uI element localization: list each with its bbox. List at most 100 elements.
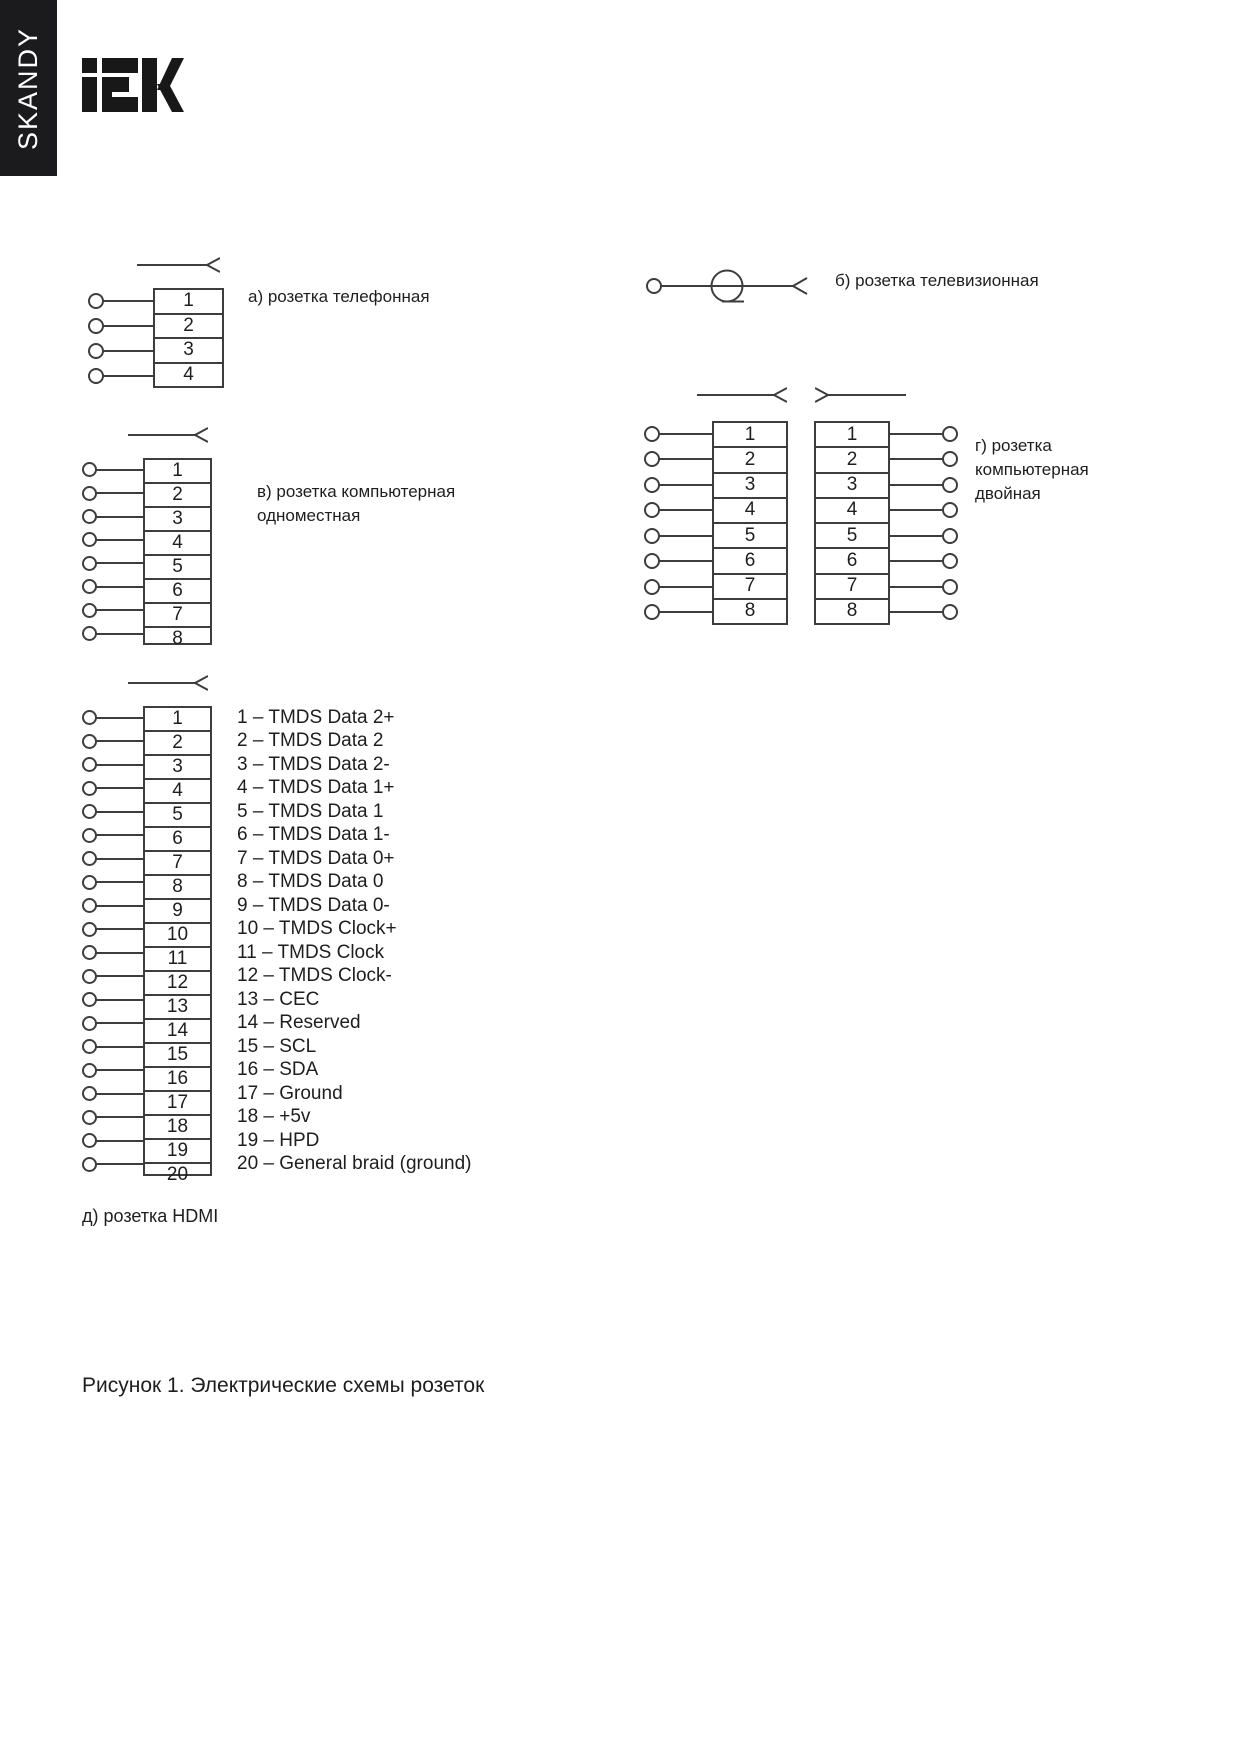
terminal-circle xyxy=(81,874,97,890)
plug-arrow-icon xyxy=(815,387,906,403)
skandy-label: SKANDY xyxy=(13,26,44,150)
pin-row: 5 xyxy=(714,522,786,547)
pin-row: 4 xyxy=(155,361,222,387)
terminal-circle xyxy=(942,604,958,621)
pin-row: 1 xyxy=(744,423,756,445)
diagram-g-label-line2: компьютерная xyxy=(975,460,1089,479)
pin-row: 1 xyxy=(172,708,183,729)
hdmi-pin-description: 17 – Ground xyxy=(237,1082,343,1104)
terminal-wire xyxy=(95,585,143,588)
terminal-wire xyxy=(95,834,143,837)
pin-row: 4 xyxy=(145,778,210,802)
terminal-circle xyxy=(81,851,97,867)
terminal-wire xyxy=(889,483,942,486)
terminal-circle xyxy=(942,527,958,544)
pin-row: 8 xyxy=(816,597,888,623)
terminal-wire xyxy=(102,299,153,302)
hdmi-pin-description: 11 – TMDS Clock xyxy=(237,941,385,963)
pin-row: 3 xyxy=(155,337,222,362)
pin-row: 8 xyxy=(145,874,210,898)
terminal-circle xyxy=(942,502,958,519)
terminal-wire xyxy=(95,763,143,766)
terminal-wire xyxy=(659,611,712,614)
pin-row: 2 xyxy=(145,482,210,506)
terminal-wire xyxy=(95,632,143,635)
pin-row: 7 xyxy=(714,572,786,598)
terminal-circle xyxy=(81,579,97,595)
terminal-circle xyxy=(81,1133,97,1149)
terminal-wire xyxy=(659,585,712,588)
terminal-circle xyxy=(81,555,97,571)
hdmi-pin-description: 20 – General braid (ground) xyxy=(237,1153,472,1175)
terminal-circle xyxy=(81,921,97,937)
diagram-g-label: г) розетка компьютерная двойная xyxy=(975,434,1089,506)
terminal-circle xyxy=(81,1015,97,1031)
terminal-wire xyxy=(95,787,143,790)
pin-row: 6 xyxy=(816,547,888,572)
pin-row: 8 xyxy=(145,626,210,650)
terminal-wire xyxy=(889,611,942,614)
pin-row: 12 xyxy=(145,970,210,994)
iek-logo-icon xyxy=(82,58,184,112)
terminal-wire xyxy=(95,1139,143,1142)
terminal-wire xyxy=(102,324,153,327)
terminal-wire xyxy=(889,560,942,563)
terminal-wire xyxy=(95,810,143,813)
terminal-circle xyxy=(644,578,660,595)
terminal-circle xyxy=(942,553,958,570)
hdmi-pin-description: 16 – SDA xyxy=(237,1059,319,1081)
pin-row: 14 xyxy=(145,1018,210,1042)
terminal-circle xyxy=(87,342,104,359)
terminal-circle xyxy=(644,425,660,442)
terminal-wire xyxy=(95,881,143,884)
skandy-side-tab: SKANDY xyxy=(0,0,57,176)
terminal-wire xyxy=(95,1116,143,1119)
terminal-circle xyxy=(81,945,97,961)
terminal-circle xyxy=(81,757,97,773)
pin-row: 4 xyxy=(714,496,786,522)
terminal-circle xyxy=(942,451,958,468)
hdmi-pin-description: 4 – TMDS Data 1+ xyxy=(237,777,395,799)
terminal-circle xyxy=(81,804,97,820)
terminal-wire xyxy=(95,1163,143,1166)
plug-arrow-icon xyxy=(697,387,787,403)
pin-row: 16 xyxy=(145,1066,210,1090)
terminal-circle xyxy=(81,827,97,843)
diagram-g-label-line1: г) розетка xyxy=(975,436,1052,455)
terminal-circle xyxy=(81,780,97,796)
pin-row: 6 xyxy=(714,547,786,572)
terminal-wire xyxy=(659,560,712,563)
terminal-wire xyxy=(889,432,942,435)
terminal-wire xyxy=(95,998,143,1001)
hdmi-pin-description: 6 – TMDS Data 1- xyxy=(237,824,390,846)
terminal-circle xyxy=(942,578,958,595)
terminal-circle xyxy=(81,710,97,726)
terminal-wire xyxy=(95,562,143,565)
pin-row: 7 xyxy=(145,602,210,626)
terminal-circle xyxy=(942,425,958,442)
hdmi-pin-description: 3 – TMDS Data 2- xyxy=(237,753,390,775)
pin-row: 8 xyxy=(714,597,786,623)
terminal-circle xyxy=(81,602,97,618)
pin-row: 7 xyxy=(145,850,210,874)
pin-row: 3 xyxy=(145,754,210,778)
terminal-wire xyxy=(95,1092,143,1095)
diagram-v-label-line2: одноместная xyxy=(257,506,361,525)
hdmi-pin-description: 2 – TMDS Data 2 xyxy=(237,730,384,752)
pin-row: 3 xyxy=(145,506,210,530)
plug-arrow-icon xyxy=(128,675,208,691)
terminal-circle xyxy=(81,1156,97,1172)
diagram-b-label: б) розетка телевизионная xyxy=(835,271,1039,290)
hdmi-pin-description: 15 – SCL xyxy=(237,1035,317,1057)
terminal-circle xyxy=(81,485,97,501)
pin-row: 10 xyxy=(145,922,210,946)
pin-row: 17 xyxy=(145,1090,210,1114)
terminal-wire xyxy=(95,515,143,518)
hdmi-pin-description: 19 – HPD xyxy=(237,1129,320,1151)
terminal-circle xyxy=(81,509,97,524)
hdmi-pin-description: 5 – TMDS Data 1 xyxy=(237,800,384,822)
terminal-circle xyxy=(87,367,104,384)
pin-row: 2 xyxy=(714,446,786,471)
pin-row: 19 xyxy=(145,1138,210,1162)
